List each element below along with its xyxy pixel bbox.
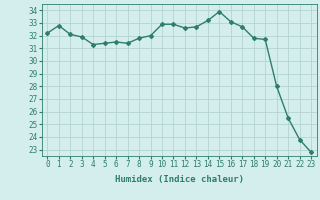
X-axis label: Humidex (Indice chaleur): Humidex (Indice chaleur) <box>115 175 244 184</box>
